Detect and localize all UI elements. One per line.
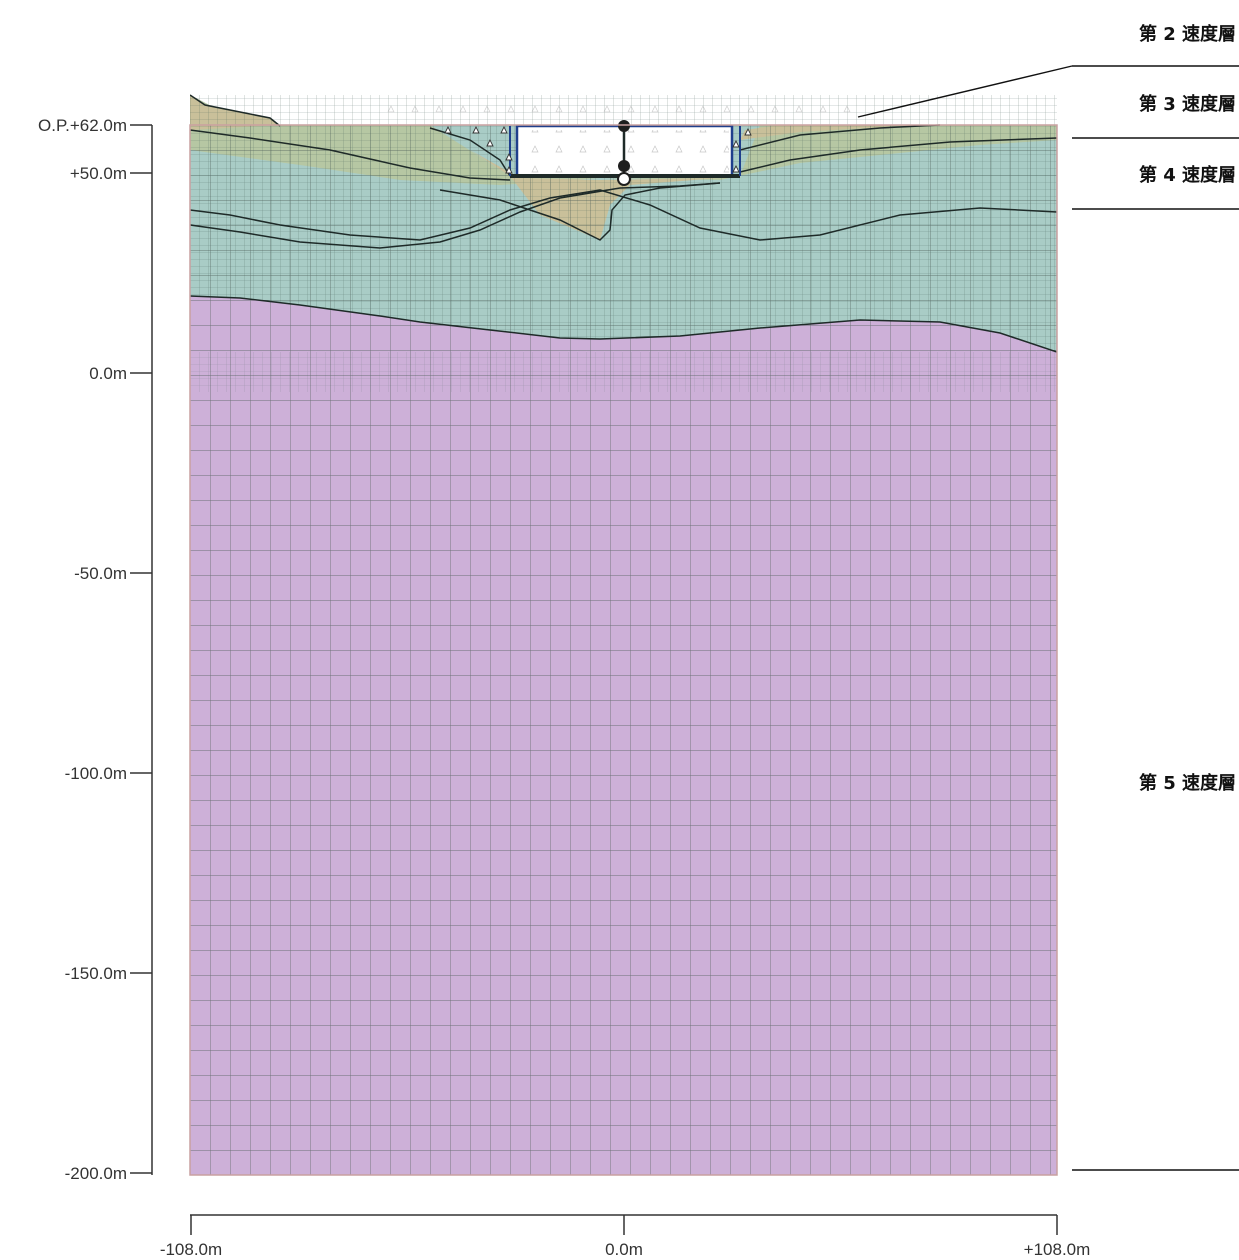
layer-legend: 第 2 速度層 第 3 速度層 第 4 速度層 第 5 速度層	[857, 23, 1239, 1171]
y-axis: O.P.+62.0m +50.0m 0.0m -50.0m -100.0m -150.0m…	[38, 116, 153, 1183]
mesh-transition-band	[190, 352, 1057, 392]
soil-model	[190, 94, 1057, 1175]
surface-pattern	[380, 98, 860, 124]
structure	[509, 120, 741, 186]
x-tick-label: +108.0m	[1024, 1240, 1091, 1259]
y-tick-label: +50.0m	[70, 164, 127, 183]
layer2-leader-line	[857, 65, 1073, 118]
y-tick-label: 0.0m	[89, 364, 127, 383]
node-marker-middle	[618, 160, 630, 172]
y-tick-label: O.P.+62.0m	[38, 116, 127, 135]
backfill-markers	[444, 125, 752, 174]
layer-label-2: 第 2 速度層	[1139, 23, 1236, 45]
boundary-line-6	[739, 137, 1057, 173]
boundary-line-5	[190, 129, 511, 181]
y-tick-label: -200.0m	[65, 1164, 127, 1183]
boundary-line-7	[739, 124, 941, 151]
y-tick-label: -150.0m	[65, 964, 127, 983]
boundary-line-1	[190, 295, 1057, 353]
layer-label-3: 第 3 速度層	[1139, 93, 1236, 115]
boundary-line-2	[190, 189, 1057, 241]
x-tick-label: 0.0m	[605, 1240, 643, 1259]
x-tick-label: -108.0m	[160, 1240, 222, 1259]
x-axis: -108.0m 0.0m +108.0m	[160, 1214, 1091, 1259]
node-marker-bottom	[617, 172, 631, 186]
boundary-line-4	[439, 182, 721, 241]
mesh-fine	[190, 95, 1057, 352]
boundary-line-8	[429, 127, 511, 177]
layer-label-5: 第 5 速度層	[1139, 772, 1236, 794]
layer-label-4: 第 4 速度層	[1139, 164, 1236, 186]
boundary-line-9	[190, 94, 281, 127]
layer-boundaries	[190, 94, 1057, 353]
boundary-line-3	[190, 182, 721, 249]
model-frame	[189, 124, 1058, 1176]
y-tick-label: -100.0m	[65, 764, 127, 783]
y-tick-label: -50.0m	[74, 564, 127, 583]
